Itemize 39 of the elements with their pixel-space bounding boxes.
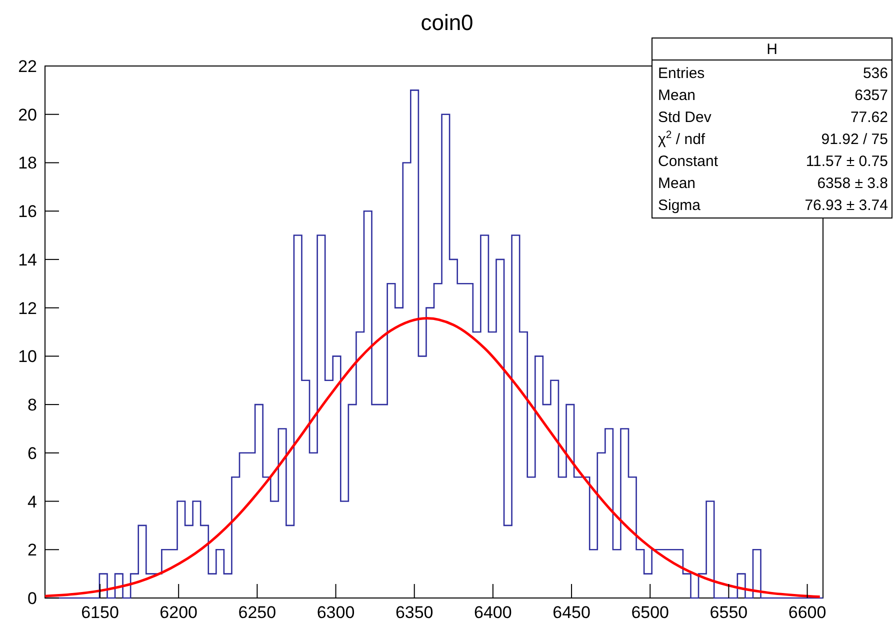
annotation: 91.92 / 75 [821, 131, 888, 148]
y-tick-label: 22 [18, 57, 37, 76]
x-tick-label: 6350 [395, 603, 434, 622]
text: 6357 [854, 87, 888, 104]
x-tick-label: 6500 [631, 603, 670, 622]
y-tick-label: 0 [28, 589, 37, 608]
x-tick-label: 6450 [552, 603, 590, 622]
annotation: 6358 ± 3.8 [817, 175, 888, 192]
text: H [766, 41, 778, 58]
chart-title: coin0 [420, 10, 474, 35]
y-tick-label: 4 [28, 492, 37, 512]
x-tick-label: 6200 [160, 603, 198, 622]
annotation: χ$^{2}$ / ndf [658, 129, 706, 148]
y-tick-label: 16 [18, 202, 37, 222]
x-tick-label: 6300 [316, 603, 355, 622]
y-tick-label: 18 [18, 154, 37, 173]
y-tick-label: 14 [18, 250, 37, 270]
annotation: Sigma [658, 197, 702, 214]
annotation: Mean [658, 175, 696, 192]
x-tick-label: 6600 [788, 603, 826, 622]
annotation: Entries [658, 65, 705, 82]
annotation: 76.93 ± 3.74 [804, 197, 888, 214]
y-tick-label: 6 [28, 444, 37, 463]
x-tick-label: 6150 [81, 603, 119, 622]
annotation: Mean [658, 87, 696, 104]
x-tick-label: 6550 [710, 603, 748, 622]
y-tick-label: 20 [18, 105, 37, 124]
y-tick-label: 2 [28, 540, 37, 560]
annotation: Std Dev [658, 109, 712, 126]
line-series [44, 316, 822, 598]
annotation: Constant [658, 153, 719, 170]
y-tick-label: 8 [28, 396, 37, 415]
annotation: 11.57 ± 0.75 [806, 153, 888, 170]
y-tick-label: 12 [18, 298, 37, 318]
x-tick-label: 6400 [474, 603, 512, 622]
x-tick-label: 6250 [238, 603, 276, 622]
text: 77.62 [850, 109, 888, 126]
text: 536 [862, 65, 888, 82]
y-tick-label: 10 [18, 347, 37, 366]
